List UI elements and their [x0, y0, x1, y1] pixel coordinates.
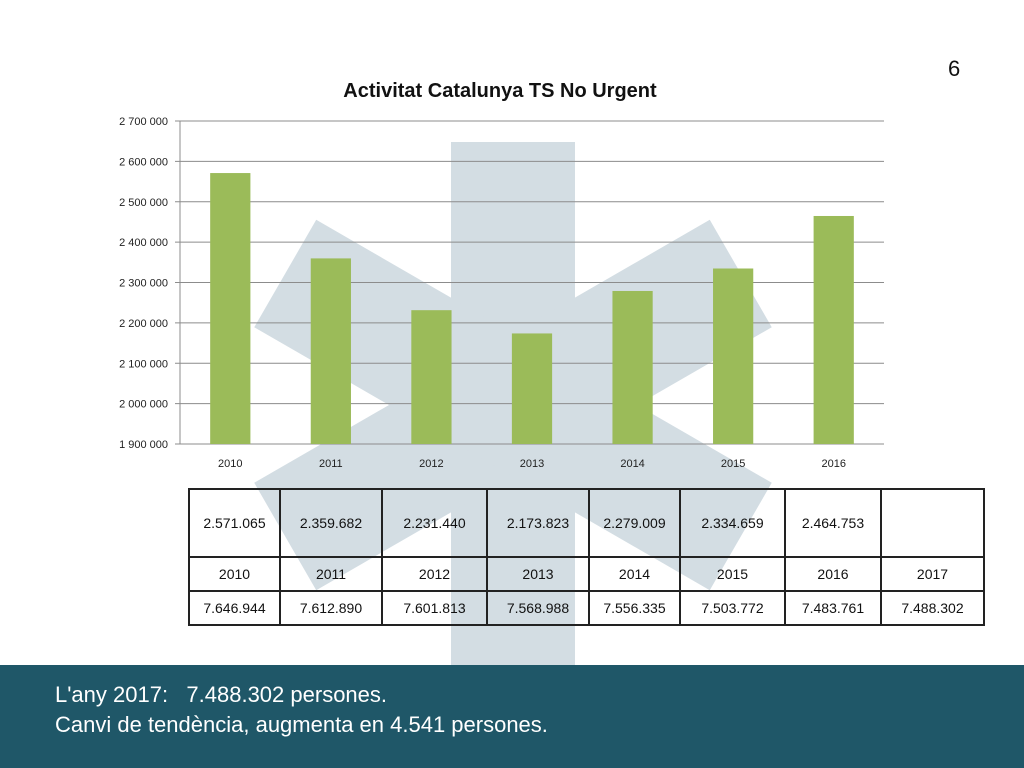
table-cell: 2.571.065 — [188, 488, 281, 558]
footer-text-line-1: L'any 2017: 7.488.302 persones. — [55, 682, 388, 707]
bar-2013 — [511, 333, 553, 444]
table-cell: 2013 — [486, 556, 590, 592]
table-cell: 2015 — [679, 556, 786, 592]
y-tick-label: 2 100 000 — [119, 358, 168, 370]
chart-title: Activitat Catalunya TS No Urgent — [343, 80, 657, 102]
y-tick-label: 2 000 000 — [119, 399, 168, 411]
x-tick-label: 2012 — [419, 458, 443, 470]
table-cell: 2010 — [188, 556, 281, 592]
table-cell: 2.334.659 — [679, 488, 786, 558]
y-tick-label: 2 400 000 — [119, 237, 168, 249]
table-cell: 7.488.302 — [880, 590, 985, 626]
slide-number: 6 — [948, 56, 961, 81]
table-cell: 2017 — [880, 556, 985, 592]
table-cell: 2.173.823 — [486, 488, 590, 558]
data-table: 2.571.065 2.359.682 2.231.440 2.173.823 … — [188, 488, 985, 626]
y-tick-label: 2 600 000 — [119, 156, 168, 168]
table-cell: 7.568.988 — [486, 590, 590, 626]
table-cell: 2014 — [588, 556, 681, 592]
footer-text-line-2: Canvi de tendència, augmenta en 4.541 pe… — [55, 712, 548, 737]
table-cell: 7.612.890 — [279, 590, 383, 626]
footer-banner: L'any 2017: 7.488.302 persones. Canvi de… — [0, 665, 1024, 768]
y-tick-label: 1 900 000 — [119, 439, 168, 451]
table-row-population: 7.646.944 7.612.890 7.601.813 7.568.988 … — [188, 590, 985, 626]
table-row-values: 2.571.065 2.359.682 2.231.440 2.173.823 … — [188, 488, 985, 558]
y-tick-label: 2 700 000 — [119, 116, 168, 128]
y-tick-label: 2 200 000 — [119, 318, 168, 330]
table-cell: 2011 — [279, 556, 383, 592]
table-cell: 7.601.813 — [381, 590, 488, 626]
table-cell: 2.464.753 — [784, 488, 882, 558]
x-tick-label: 2014 — [620, 458, 644, 470]
x-axis-ticks: 2010 2011 2012 2013 2014 2015 2016 — [218, 458, 846, 470]
bar-2014 — [612, 290, 653, 444]
table-cell — [880, 488, 985, 558]
y-tick-label: 2 500 000 — [119, 197, 168, 209]
y-axis-ticks: 1 900 000 2 000 000 2 100 000 2 200 000 2 30… — [119, 116, 168, 451]
table-row-years: 2010 2011 2012 2013 2014 2015 2016 2017 — [188, 556, 985, 592]
bar-2016 — [813, 215, 854, 444]
bar-2012 — [411, 310, 452, 444]
y-tick-label: 2 300 000 — [119, 278, 168, 290]
table-cell: 2.231.440 — [381, 488, 488, 558]
x-tick-label: 2011 — [319, 458, 343, 470]
table-cell: 7.503.772 — [679, 590, 786, 626]
table-cell: 2016 — [784, 556, 882, 592]
x-tick-label: 2010 — [218, 458, 242, 470]
bars — [210, 173, 854, 445]
x-tick-label: 2016 — [821, 458, 845, 470]
table-cell: 7.483.761 — [784, 590, 882, 626]
table-cell: 2.279.009 — [588, 488, 681, 558]
bar-2015 — [713, 268, 754, 444]
x-tick-label: 2013 — [520, 458, 544, 470]
bar-2011 — [310, 258, 351, 444]
table-cell: 2.359.682 — [279, 488, 383, 558]
bar-chart: Activitat Catalunya TS No Urgent 1 900 0… — [119, 80, 884, 470]
table-cell: 7.646.944 — [188, 590, 281, 626]
table-cell: 7.556.335 — [588, 590, 681, 626]
bar-2010 — [210, 173, 251, 445]
x-tick-label: 2015 — [721, 458, 745, 470]
table-cell: 2012 — [381, 556, 488, 592]
